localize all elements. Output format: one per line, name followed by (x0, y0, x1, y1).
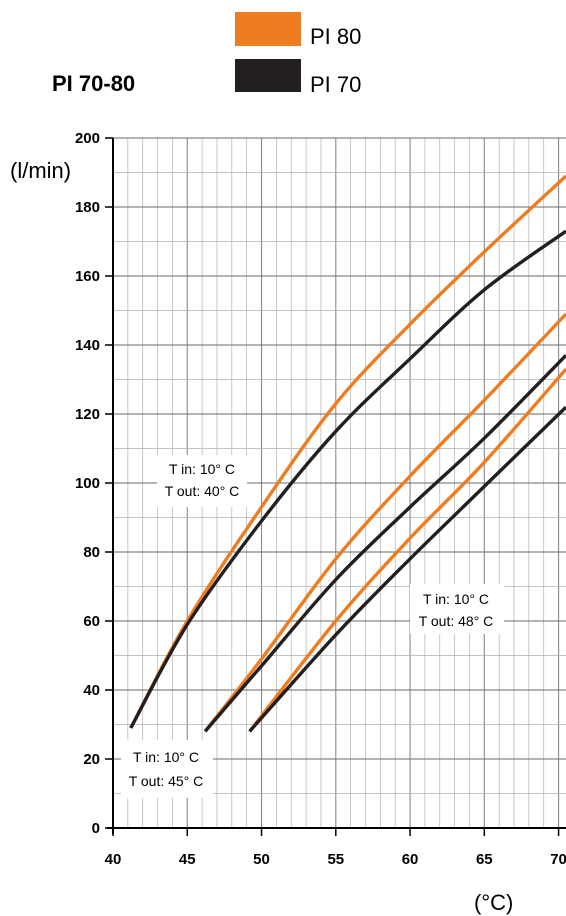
y-tick-label: 60 (83, 613, 100, 630)
x-axis-label: (°C) (474, 890, 513, 915)
series-lines (129, 174, 566, 733)
annotation-tout-45-line2: T out: 45° C (129, 773, 204, 789)
y-tick-label: 200 (75, 130, 100, 147)
legend-swatch-pi70 (235, 59, 301, 92)
y-tick-label: 100 (75, 475, 100, 492)
annotation-tout-45-line1: T in: 10° C (133, 749, 199, 765)
y-axis-label: (l/min) (10, 158, 71, 183)
annotation-tout-48-line1: T in: 10° C (423, 591, 489, 607)
y-tick-label: 40 (83, 682, 100, 699)
x-tick-label: 40 (105, 851, 122, 868)
series-line-pi70-1 (129, 229, 566, 729)
y-tick-label: 180 (75, 199, 100, 216)
chart-title: PI 70-80 (52, 71, 135, 96)
x-tick-label: 45 (179, 851, 196, 868)
x-tick-label: 60 (402, 851, 419, 868)
annotation-tout-48: T in: 10° C T out: 48° C (410, 584, 504, 634)
series-line-pi70-3 (203, 354, 566, 733)
tick-labels: 0 20 40 60 80 100 120 140 160 180 200 40 45 50 55 60 65 7… (75, 130, 566, 868)
legend: PI 80 PI 70 (235, 12, 361, 97)
legend-swatch-pi80 (235, 12, 301, 46)
x-tick-label: 50 (253, 851, 270, 868)
annotation-tout-40-line1: T in: 10° C (169, 461, 235, 477)
legend-label-pi70: PI 70 (310, 72, 361, 97)
series-line-pi80-2 (203, 312, 566, 733)
series-line-pi70-5 (248, 405, 566, 733)
y-tick-label: 0 (92, 820, 100, 837)
y-tick-label: 160 (75, 268, 100, 285)
y-tick-label: 80 (83, 544, 100, 561)
y-tick-label: 140 (75, 337, 100, 354)
axes (105, 137, 566, 836)
series-line-pi80-0 (129, 174, 566, 729)
x-tick-label: 55 (327, 851, 344, 868)
y-tick-label: 20 (83, 751, 100, 768)
y-tick-label: 120 (75, 406, 100, 423)
annotation-tout-40-line2: T out: 40° C (165, 483, 240, 499)
annotation-tout-45: T in: 10° C T out: 45° C (121, 740, 213, 798)
annotation-tout-40: T in: 10° C T out: 40° C (157, 455, 247, 507)
legend-label-pi80: PI 80 (310, 24, 361, 49)
annotation-tout-48-line2: T out: 48° C (419, 613, 494, 629)
x-tick-label: 70 (550, 851, 566, 868)
x-tick-label: 65 (476, 851, 493, 868)
series-line-pi80-4 (248, 367, 566, 733)
